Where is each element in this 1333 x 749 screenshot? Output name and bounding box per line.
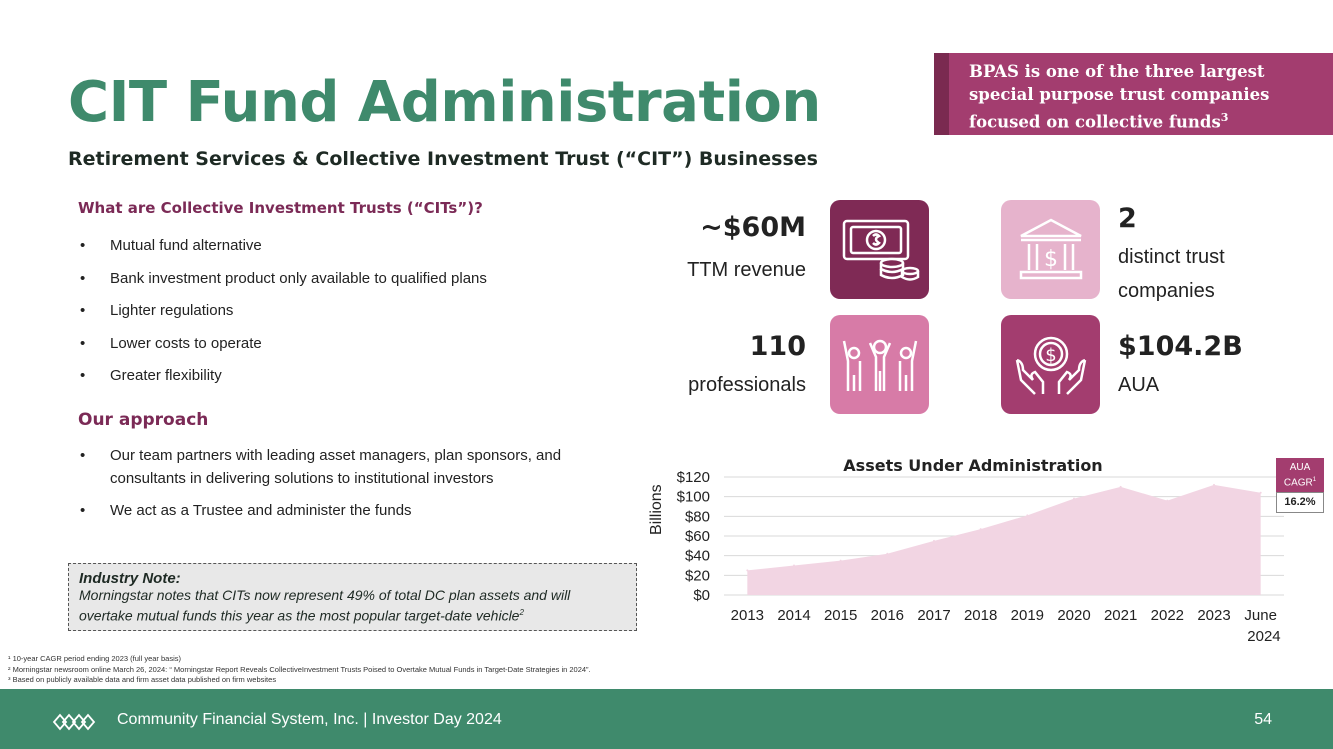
chart-title: Assets Under Administration <box>843 456 1103 475</box>
professionals-label: professionals <box>688 374 806 396</box>
svg-text:$: $ <box>1044 247 1058 272</box>
data-point <box>979 528 982 531</box>
footnote: ³ Based on publicly available data and f… <box>8 675 277 684</box>
trust-companies-label: distinct trust companies <box>1118 246 1225 302</box>
y-tick-label: $80 <box>685 508 710 525</box>
x-tick-label: 2021 <box>1104 607 1137 624</box>
data-point <box>1166 499 1169 502</box>
hands-dollar-coin-icon: $ <box>1001 315 1100 414</box>
revenue-value: ~$60M <box>700 212 806 243</box>
x-tick-label: 2023 <box>1197 607 1230 624</box>
cagr-label: AUA CAGR1 <box>1276 458 1324 493</box>
y-tick-label: $60 <box>685 528 710 545</box>
data-point <box>1119 485 1122 488</box>
trust-companies-value: 2 <box>1118 203 1137 234</box>
x-tick-label: 2020 <box>1057 607 1090 624</box>
industry-note-heading: Industry Note: <box>79 570 181 587</box>
cit-bullet-list: Mutual fund alternative Bank investment … <box>80 235 620 387</box>
x-tick-label: 2024 <box>1247 628 1280 645</box>
x-tick-label: 2014 <box>777 607 810 624</box>
industry-note-text: Morningstar notes that CITs now represen… <box>79 587 571 624</box>
callout-line: BPAS is one of the three largest <box>969 62 1265 81</box>
bullet-item: We act as a Trustee and administer the f… <box>80 500 625 522</box>
cit-heading: What are Collective Investment Trusts (“… <box>78 199 483 217</box>
y-tick-label: $20 <box>685 567 710 584</box>
approach-bullet-list: Our team partners with leading asset man… <box>80 444 625 522</box>
data-point <box>839 559 842 562</box>
x-tick-label: 2013 <box>731 607 764 624</box>
bullet-item: Our team partners with leading asset man… <box>80 444 625 490</box>
bullet-item: Mutual fund alternative <box>80 235 620 257</box>
bullet-item: Lower costs to operate <box>80 333 620 355</box>
x-tick-label: 2019 <box>1011 607 1044 624</box>
y-tick-label: $40 <box>685 548 710 565</box>
company-logo-icon <box>52 711 96 738</box>
page-title: CIT Fund Administration <box>68 70 821 135</box>
page-number: 54 <box>1254 711 1272 728</box>
data-point <box>1073 497 1075 500</box>
aua-label: AUA <box>1118 374 1160 396</box>
bullet-item: Bank investment product only available t… <box>80 268 620 290</box>
professionals-value: 110 <box>749 331 806 362</box>
people-celebrating-icon <box>830 315 929 414</box>
revenue-label: TTM revenue <box>687 259 806 281</box>
approach-heading: Our approach <box>78 410 209 430</box>
y-tick-label: $0 <box>693 587 710 604</box>
y-tick-label: $100 <box>677 489 710 506</box>
footnote: ² Morningstar newsroom online March 26, … <box>8 664 591 674</box>
x-tick-label: 2018 <box>964 607 997 624</box>
x-tick-label: 2022 <box>1151 607 1184 624</box>
footer-text: Community Financial System, Inc. | Inves… <box>117 711 502 728</box>
footnote: ¹ 10-year CAGR period ending 2023 (full … <box>8 654 182 663</box>
callout-line: focused on collective funds3 <box>969 111 1229 132</box>
footnotes: ¹ 10-year CAGR period ending 2023 (full … <box>8 654 591 686</box>
data-point <box>933 539 935 542</box>
aua-chart: Assets Under Administration Billions $0 $… <box>648 450 1333 655</box>
aua-value: $104.2B <box>1118 331 1243 362</box>
cagr-value: 16.2% <box>1276 492 1324 514</box>
bullet-item: Greater flexibility <box>80 365 620 387</box>
data-point <box>746 569 749 572</box>
bank-dollar-icon: $ <box>1001 200 1100 299</box>
x-tick-label: 2016 <box>871 607 904 624</box>
callout-line: special purpose trust companies <box>969 85 1270 104</box>
aua-area-series <box>747 484 1261 595</box>
data-point <box>1213 483 1215 486</box>
page-subtitle: Retirement Services & Collective Investm… <box>68 148 818 170</box>
industry-note: Industry Note: Morningstar notes that CI… <box>68 563 637 631</box>
cagr-badge: AUA CAGR1 16.2% <box>1276 458 1324 514</box>
data-point <box>1259 491 1262 494</box>
x-tick-label: 2017 <box>917 607 950 624</box>
bullet-item: Lighter regulations <box>80 300 620 322</box>
money-coins-icon <box>830 200 929 299</box>
footer-bar: Community Financial System, Inc. | Inves… <box>0 689 1333 749</box>
x-tick-label: 2015 <box>824 607 857 624</box>
industry-note-footnote-ref: 2 <box>519 608 524 617</box>
data-point <box>1026 514 1029 517</box>
y-tick-label: $120 <box>677 469 710 486</box>
callout-footnote-ref: 3 <box>1220 111 1229 124</box>
data-point <box>886 552 889 555</box>
x-tick-label: June <box>1244 607 1277 624</box>
chart-plot: $0 $20 $40 $60 $80 $100 $120 2013 2014 2015 2016 20… <box>677 469 1284 645</box>
callout-box: BPAS is one of the three largest special… <box>934 53 1333 135</box>
svg-text:$: $ <box>1045 345 1056 366</box>
data-point <box>793 564 795 567</box>
